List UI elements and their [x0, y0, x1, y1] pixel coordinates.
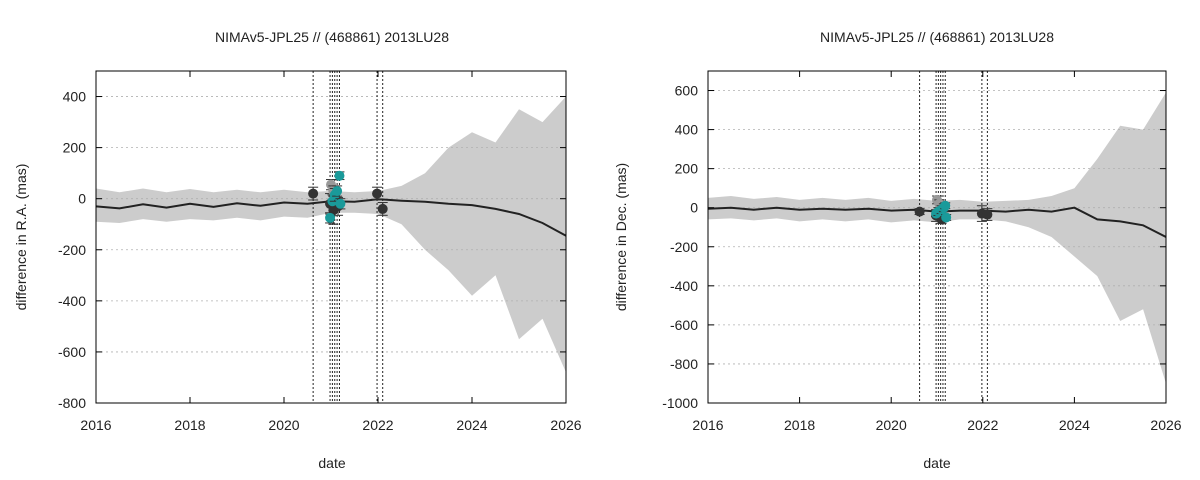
ra-observation-point	[335, 198, 346, 209]
ra-ytick-label: -600	[58, 344, 86, 360]
ra-ytick-label: 200	[63, 140, 87, 156]
ra-ytick-label: -200	[58, 242, 86, 258]
ra-ytick-label: 0	[78, 191, 86, 207]
ra-xtick-label: 2020	[268, 417, 299, 433]
dec-xtick-label: 2016	[692, 417, 723, 433]
ra-axes-frame	[95, 70, 567, 404]
dec-xtick-label: 2018	[784, 417, 815, 433]
dec-chart-xlabel: date	[923, 455, 950, 471]
ra-ytick-label: -400	[58, 293, 86, 309]
dec-ytick-label: 200	[675, 161, 699, 177]
ra-observation-point	[372, 188, 383, 199]
dec-xtick-label: 2020	[876, 417, 907, 433]
ra-observation-point	[332, 186, 343, 197]
ra-xtick-label: 2018	[174, 417, 205, 433]
ra-xtick-label: 2024	[456, 417, 487, 433]
dec-ytick-label: 600	[675, 83, 699, 99]
dec-xtick-label: 2026	[1150, 417, 1181, 433]
ra-observation-point	[377, 203, 388, 214]
dec-ytick-label: -600	[670, 317, 698, 333]
dec-ytick-label: -200	[670, 239, 698, 255]
dec-ytick-label: -1000	[662, 395, 698, 411]
ra-ytick-label: -800	[58, 395, 86, 411]
dec-chart-ylabel: difference in Dec. (mas)	[613, 163, 629, 311]
dec-xtick-label: 2022	[967, 417, 998, 433]
ra-xtick-label: 2026	[550, 417, 581, 433]
dec-chart: NIMAv5-JPL25 // (468861) 2013LU28 date d…	[613, 29, 1182, 471]
dec-ytick-label: 0	[690, 200, 698, 216]
dec-axes-frame	[707, 70, 1167, 404]
ra-chart-title: NIMAv5-JPL25 // (468861) 2013LU28	[215, 29, 449, 45]
ra-xtick-label: 2016	[80, 417, 111, 433]
dec-chart-title: NIMAv5-JPL25 // (468861) 2013LU28	[820, 29, 1054, 45]
dec-ytick-label: 400	[675, 122, 699, 138]
ra-chart-ylabel: difference in R.A. (mas)	[13, 164, 29, 311]
dec-observation-point	[941, 212, 952, 223]
ra-xtick-label: 2022	[362, 417, 393, 433]
ra-observation-point	[334, 170, 345, 181]
ra-plot-area	[96, 71, 566, 403]
ra-ytick-label: 400	[63, 89, 87, 105]
ra-uncertainty-band	[96, 96, 566, 373]
dec-ytick-label: -400	[670, 278, 698, 294]
ra-observation-point	[308, 188, 319, 199]
dec-xtick-label: 2024	[1059, 417, 1090, 433]
ra-chart-xlabel: date	[318, 455, 345, 471]
dec-uncertainty-band	[708, 92, 1166, 384]
dec-plot-area	[708, 71, 1166, 403]
dec-observation-point	[914, 206, 925, 217]
dec-ytick-label: -800	[670, 356, 698, 372]
ra-chart: NIMAv5-JPL25 // (468861) 2013LU28 date d…	[13, 29, 582, 471]
dec-observation-point	[940, 200, 951, 211]
ra-observation-point	[325, 212, 336, 223]
dec-observation-point	[982, 209, 993, 220]
